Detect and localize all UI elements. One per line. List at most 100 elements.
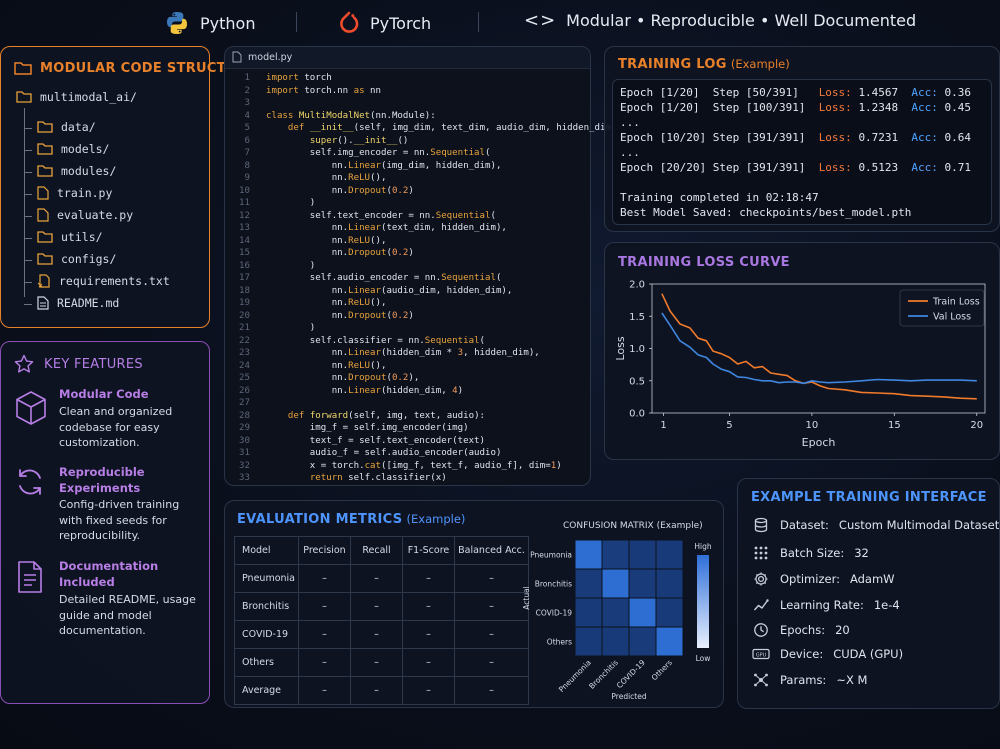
code-line: 14 nn.ReLU(), [230,235,622,248]
tree-root[interactable]: multimodal_ai/ [16,90,137,104]
tree-item[interactable]: configs/ [37,252,116,266]
code-line: 16 ) [230,260,622,273]
code-line: 15 nn.Dropout(0.2) [230,247,622,260]
folder-icon [37,142,53,156]
confusion-cell [601,597,630,628]
feature-desc: Config-driven training with fixed seeds … [59,498,180,542]
tree-branch-line [24,128,32,129]
log-epoch: Epoch [1/20] [620,101,713,114]
tree-item[interactable]: modules/ [37,164,116,178]
code-line: 22 self.classifier = nn.Sequential( [230,335,622,348]
tree-item[interactable]: utils/ [37,230,103,244]
log-acc-value: 0.64 [944,131,972,144]
line-number: 33 [239,473,250,483]
python-file-icon [37,208,49,222]
table-header-cell: F1-Score [402,536,455,565]
confusion-col-label: COVID-19 [615,658,647,690]
table-cell: – [402,564,455,593]
code-line: 27 [230,397,622,410]
code-structure-panel [0,46,210,328]
chart-title: TRAINING LOSS CURVE [618,255,790,270]
code-line: 20 nn.Dropout(0.2) [230,310,622,323]
code-line: 11 ) [230,197,622,210]
tree-branch-line [24,172,32,173]
line-number: 27 [239,398,250,408]
tagline: Modular • Reproducible • Well Documented [566,11,917,30]
markdown-file-icon [37,296,49,310]
confusion-cell [628,539,657,570]
python-file-icon [37,186,49,200]
interface-row: Epochs: 20 [752,622,850,638]
code-editor-panel [224,46,591,486]
table-cell: – [454,592,529,621]
trend-icon [752,597,770,613]
log-loss-label: Loss: [818,101,859,114]
line-number: 26 [239,385,250,396]
line-number: 2 [244,85,250,96]
confusion-y-label: Actual [522,586,531,610]
interface-row-label: Epochs: [780,623,826,637]
training-log-title: TRAINING LOG [618,57,727,72]
folder-icon [37,120,53,134]
tree-item[interactable]: data/ [37,120,96,134]
table-cell: – [454,676,529,705]
grid-dots-icon [752,545,770,561]
line-number: 19 [239,298,250,308]
log-step: Step [50/391] [712,86,819,99]
tree-item[interactable]: requirements.txt [37,274,170,288]
folder-icon [16,91,32,103]
line-number: 7 [244,148,250,158]
tree-item[interactable]: README.md [37,296,119,310]
log-completed: Training completed in 02:18:47 [620,191,819,204]
confusion-title: CONFUSION MATRIX (Example) [563,521,703,531]
line-number: 17 [239,273,250,283]
editor-tab[interactable]: model.py [232,51,292,63]
code-line: 31 audio_f = self.audio_encoder(audio) [230,447,622,460]
y-tick-label: 0.5 [629,376,645,387]
code-block[interactable]: 1 import torch 2 import torch.nn as nn 3 4 cla… [230,72,622,485]
line-number: 6 [244,135,250,146]
y-tick-label: 1.5 [629,312,645,323]
tree-branch-line [24,194,32,195]
log-loss-value: 1.2348 [858,101,912,114]
tree-item-label: configs/ [61,252,117,266]
interface-row-label: Optimizer: [780,572,840,586]
cube-icon [16,391,46,425]
interface-panel [737,478,1000,709]
database-icon [752,517,770,533]
interface-row-value: Custom Multimodal Dataset [838,518,1000,532]
nodes-icon [752,672,770,688]
line-number: 14 [239,235,250,246]
python-logo-icon [167,12,187,34]
tree-branch-line [24,150,32,151]
table-cell: – [350,648,403,677]
table-cell: Bronchitis [234,592,299,621]
code-line: 26 nn.Linear(hidden_dim, 4) [230,385,622,398]
log-line: Epoch [1/20] Step [100/391] Loss: 1.2348… [620,101,971,114]
training-log-header: TRAINING LOG (Example) [618,57,790,72]
code-line: 19 nn.ReLU(), [230,297,622,310]
tree-item-label: train.py [57,186,113,200]
line-number: 32 [239,460,250,471]
tree-item[interactable]: evaluate.py [37,208,133,222]
header-bar: Python PyTorch <> Modular • Reproducible… [0,0,1000,44]
code-brackets-icon: <> [524,10,557,31]
log-acc-value: 0.36 [944,86,972,99]
training-log-console [612,79,992,225]
log-loss-value: 0.7231 [858,131,912,144]
tree-item[interactable]: train.py [37,186,112,200]
refresh-icon [19,469,41,495]
interface-row-value: 20 [835,623,850,637]
y-tick-label: 0.0 [629,409,645,420]
tree-item[interactable]: models/ [37,142,109,156]
gear-icon [752,571,770,587]
line-number: 9 [244,173,250,183]
interface-row-value: AdamW [849,572,895,586]
line-number: 22 [239,335,250,346]
line-number: 21 [239,323,250,333]
code-line: 5 def __init__(self, img_dim, text_dim, … [230,122,622,135]
series-line-train-loss [661,293,977,400]
line-number: 15 [239,248,250,258]
log-acc-value: 0.71 [944,161,972,174]
code-line: 6 super().__init__() [230,135,622,148]
